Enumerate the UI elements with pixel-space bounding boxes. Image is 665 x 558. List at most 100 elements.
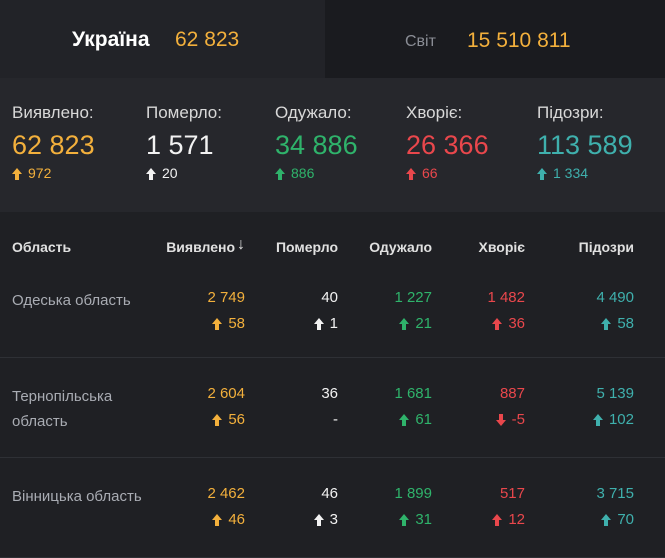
summary-value: 26 366	[406, 130, 489, 160]
column-header[interactable]: Хворіє	[478, 239, 525, 255]
cell-value: 1 681	[394, 385, 432, 402]
arrow-up	[492, 318, 503, 331]
tab-label[interactable]: Світ	[405, 33, 436, 50]
delta-text: 20	[162, 165, 178, 181]
cell-value: 1 899	[394, 485, 432, 502]
arrow-up	[313, 514, 324, 527]
arrow-down	[495, 414, 506, 427]
arrow-up	[212, 414, 223, 427]
delta-text: 1	[329, 315, 338, 332]
summary-delta: 972	[12, 165, 51, 181]
delta-text: 1 334	[553, 165, 589, 181]
delta-text: 36	[508, 315, 525, 332]
cell-value: 1 482	[487, 289, 525, 306]
cell-value: 40	[321, 289, 338, 306]
delta-text: 21	[415, 315, 432, 332]
column-header: Область	[12, 239, 72, 255]
cell-delta: 46	[212, 511, 245, 528]
summary-delta: 1 334	[537, 165, 588, 181]
cell-value: 517	[499, 485, 525, 502]
cell-delta: 61	[399, 411, 432, 428]
delta-text: 3	[329, 511, 338, 528]
tab-value[interactable]: 15 510 811	[467, 29, 571, 52]
cell-value: 2 462	[207, 485, 245, 502]
cell-delta: 36	[492, 315, 525, 332]
sort-icon: ↓	[237, 236, 245, 253]
arrow-up	[212, 514, 223, 527]
summary-label: Одужало:	[275, 103, 352, 122]
delta-text: 31	[415, 511, 432, 528]
column-header[interactable]: Виявлено	[166, 239, 235, 255]
cell-value: 2 604	[207, 385, 245, 402]
arrow-up	[12, 168, 22, 181]
tab-value[interactable]: 62 823	[175, 28, 240, 51]
arrow-up	[275, 168, 285, 181]
arrow-up	[399, 318, 410, 331]
cell-delta: 12	[492, 511, 525, 528]
summary-delta: 886	[275, 165, 314, 181]
arrow-up	[601, 318, 612, 331]
cell-value: 4 490	[596, 289, 634, 306]
summary-value: 62 823	[12, 130, 95, 160]
delta-text: 12	[508, 511, 525, 528]
region-name[interactable]: Вінницька область	[12, 488, 142, 505]
arrow-up	[601, 514, 612, 527]
cell-value: 2 749	[207, 289, 245, 306]
tab-ukraine[interactable]	[0, 0, 325, 78]
tab-world[interactable]	[325, 0, 665, 78]
cell-value: 887	[499, 385, 525, 402]
summary-label: Виявлено:	[12, 103, 94, 122]
arrow-up	[492, 514, 503, 527]
summary-panel	[0, 78, 665, 212]
region-name[interactable]: Тернопільська область	[12, 388, 113, 430]
arrow-up	[399, 514, 410, 527]
cell-delta: 3	[313, 511, 338, 528]
summary-label: Хворіє:	[406, 103, 463, 122]
row-separator	[0, 357, 665, 358]
delta-text: 46	[228, 511, 245, 528]
column-header[interactable]: Одужало	[369, 239, 432, 255]
summary-delta: 20	[146, 165, 178, 181]
cell-value: 46	[321, 485, 338, 502]
delta-text: -	[333, 411, 338, 428]
arrow-up	[146, 168, 156, 181]
delta-text: 70	[617, 511, 634, 528]
region-name[interactable]: Одеська область	[12, 292, 131, 309]
tab-label[interactable]: Україна	[72, 28, 150, 51]
cell-value: 3 715	[596, 485, 634, 502]
cell-value: 36	[321, 385, 338, 402]
cell-delta: 70	[601, 511, 634, 528]
summary-label: Померло:	[146, 103, 222, 122]
column-header[interactable]: Підозри	[578, 239, 634, 255]
cell-delta: 102	[592, 411, 634, 428]
summary-delta: 66	[406, 165, 438, 181]
summary-label: Підозри:	[537, 103, 604, 122]
cell-delta: 21	[399, 315, 432, 332]
delta-text: 886	[291, 165, 315, 181]
delta-text: 58	[228, 315, 245, 332]
arrow-up	[592, 414, 603, 427]
summary-value: 113 589	[537, 130, 633, 160]
delta-text: 102	[608, 411, 634, 428]
cell-delta: 58	[601, 315, 634, 332]
delta-text: 972	[28, 165, 52, 181]
column-header[interactable]: Померло	[275, 239, 338, 255]
cell-delta: -5	[495, 411, 525, 428]
delta-text: 66	[422, 165, 438, 181]
cell-delta: 1	[313, 315, 338, 332]
delta-text: 61	[415, 411, 432, 428]
cell-delta: 56	[212, 411, 245, 428]
cell-value: 5 139	[596, 385, 634, 402]
arrow-up	[537, 168, 547, 181]
arrow-up	[313, 318, 324, 331]
delta-text: -5	[511, 411, 525, 428]
table-header	[0, 212, 665, 280]
summary-value: 1 571	[146, 130, 214, 160]
cell-delta: -	[333, 411, 338, 428]
summary-value: 34 886	[275, 130, 358, 160]
delta-text: 56	[228, 411, 245, 428]
cell-delta: 31	[399, 511, 432, 528]
cell-value: 1 227	[394, 289, 432, 306]
arrow-up	[399, 414, 410, 427]
